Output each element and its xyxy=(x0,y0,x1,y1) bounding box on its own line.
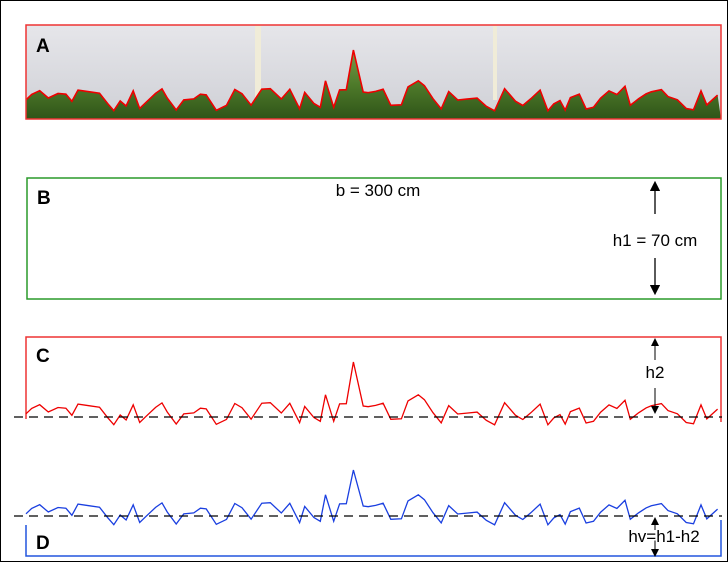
panel-border xyxy=(26,177,722,300)
panel-c: C h2 xyxy=(14,336,722,427)
panel-d: D hv=h1-h2 xyxy=(14,469,722,557)
panel-a: A xyxy=(25,24,722,120)
height-label: h2 xyxy=(646,363,665,382)
grass-outline xyxy=(25,49,719,113)
panel-label: B xyxy=(37,188,51,209)
panel-border xyxy=(25,520,722,557)
height-label: hv=h1-h2 xyxy=(628,527,699,546)
grass-outline xyxy=(25,361,719,427)
panel-label: C xyxy=(36,346,50,367)
panel-label: A xyxy=(36,36,50,57)
panel-b: B b = 300 cm h1 = 70 cm xyxy=(26,177,722,300)
width-label: b = 300 cm xyxy=(336,181,421,200)
grass xyxy=(26,50,721,119)
panel-border xyxy=(25,336,722,422)
height-label: h1 = 70 cm xyxy=(613,231,698,250)
panel-label: D xyxy=(36,533,50,554)
grass-outline xyxy=(25,469,719,527)
panel-border xyxy=(25,24,722,120)
